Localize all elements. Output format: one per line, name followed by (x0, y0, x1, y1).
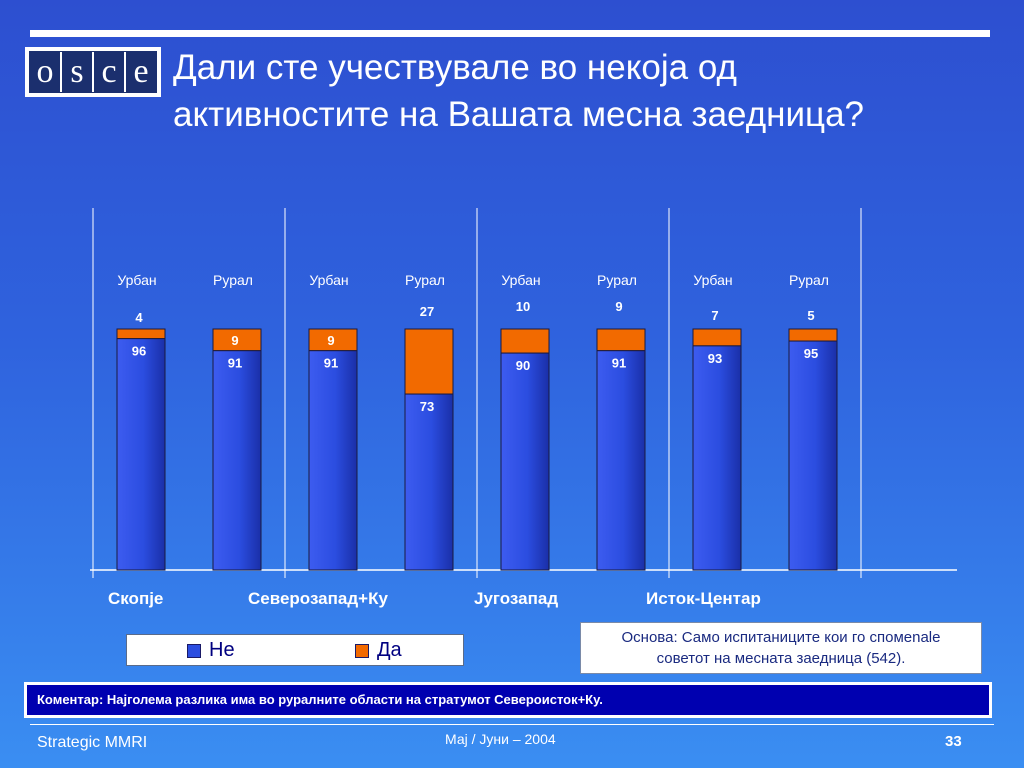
slide-title-line1: Дали сте учествувале во некоја од (173, 48, 737, 87)
data-label-da: 9 (231, 333, 238, 348)
data-label-da: 9 (327, 333, 334, 348)
legend-label-da: Да (377, 639, 402, 661)
data-label-da: 7 (711, 308, 718, 323)
data-label-da: 9 (615, 299, 622, 314)
group-label: Исток-Центар (646, 589, 761, 608)
data-label-da: 27 (420, 304, 434, 319)
basis-note-line1: Основа: Само испитаниците кои го спомena… (621, 629, 941, 646)
legend-swatch-da (355, 643, 369, 658)
data-label-da: 5 (807, 308, 814, 323)
bar-segment-ne (116, 338, 166, 571)
bar-segment-ne (212, 350, 262, 571)
category-label: Урбан (501, 272, 540, 288)
bar-segment-da (788, 328, 838, 342)
data-label-ne: 73 (420, 399, 434, 414)
logo-letter: o (30, 52, 62, 92)
logo-letter: e (133, 53, 149, 90)
category-label: Рурал (597, 272, 637, 288)
basis-note: Основа: Само испитаниците кои го спомena… (580, 622, 982, 674)
bar-segment-da (692, 328, 742, 347)
category-label: Рурал (213, 272, 253, 288)
bar-segment-ne (500, 352, 550, 571)
osce-logo-frame: o s c e (29, 51, 157, 93)
group-label: Скопје (108, 589, 163, 608)
logo-letter: c (94, 52, 126, 92)
page-number: 33 (945, 733, 962, 750)
group-label: Северозапад+Ку (248, 589, 388, 608)
bar-segment-ne (404, 393, 454, 571)
top-rule (30, 30, 990, 37)
bar-segment-ne (308, 350, 358, 571)
comment-text: Коментар: Најголема разлика има во рурал… (27, 685, 989, 715)
bar-segment-da (500, 328, 550, 354)
bar-segment-ne (788, 340, 838, 571)
category-label: Рурал (789, 272, 829, 288)
slide-title: Дали сте учествувале во некоја од активн… (173, 44, 993, 138)
osce-logo: o s c e (25, 47, 161, 97)
logo-letter: s (62, 52, 94, 92)
category-label: Урбан (309, 272, 348, 288)
data-label-ne: 93 (708, 351, 722, 366)
legend-label-ne: Не (209, 639, 235, 661)
data-label-ne: 91 (612, 356, 626, 371)
bar-segment-ne (596, 350, 646, 571)
bar-segment-da (596, 328, 646, 352)
bar-segment-da (116, 328, 166, 340)
group-label: Југозапад (474, 589, 558, 608)
bar-segment-ne (692, 345, 742, 571)
data-label-da: 4 (135, 310, 143, 325)
bottom-rule (30, 724, 994, 725)
chart-legend: Не Да (126, 634, 464, 666)
footer-date: Мај / Јуни – 2004 (445, 731, 556, 747)
data-label-ne: 91 (324, 356, 338, 371)
data-label-ne: 90 (516, 358, 530, 373)
data-label-ne: 96 (132, 344, 146, 359)
basis-note-line2: советот на месната заедница (542). (656, 650, 906, 667)
footer-brand: Strategic MMRI (37, 734, 148, 751)
data-label-ne: 91 (228, 356, 242, 371)
comment-box: Коментар: Најголема разлика има во рурал… (24, 682, 992, 718)
data-label-ne: 95 (804, 346, 818, 361)
category-label: Урбан (693, 272, 732, 288)
legend-item-ne: Не (187, 639, 235, 662)
data-label-da: 10 (516, 299, 530, 314)
legend-swatch-ne (187, 643, 201, 658)
legend-item-da: Да (355, 639, 402, 662)
bar-segment-da (404, 328, 454, 395)
category-label: Рурал (405, 272, 445, 288)
category-label: Урбан (117, 272, 156, 288)
slide-title-line2: активностите на Вашата месна заедница? (173, 95, 865, 134)
